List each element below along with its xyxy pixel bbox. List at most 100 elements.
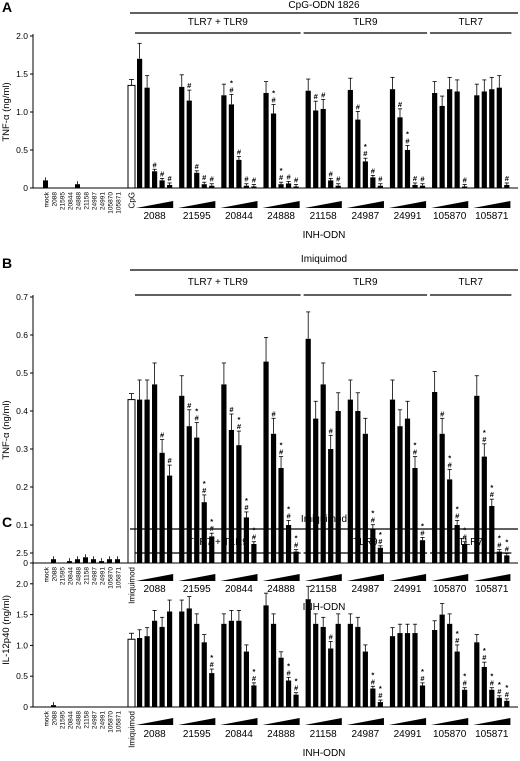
significance-hash: # [378, 691, 383, 700]
group-label: 105871 [475, 211, 509, 222]
baseline-label: 24888 [76, 711, 83, 729]
dose-bar [412, 468, 418, 563]
baseline-label: 21595 [60, 711, 67, 729]
dose-bar [347, 623, 353, 707]
dose-wedge [262, 718, 300, 725]
baseline-bar [43, 563, 48, 564]
significance-star: * [287, 661, 290, 670]
significance-star: * [252, 526, 255, 535]
dose-bar [355, 626, 361, 707]
dose-bar [228, 620, 234, 707]
dose-bar [439, 433, 445, 563]
dose-bar [474, 395, 480, 563]
significance-hash: # [286, 511, 291, 520]
significance-hash: # [252, 533, 257, 542]
dose-bar [335, 411, 341, 563]
dose-bar [362, 651, 368, 707]
significance-hash: # [482, 653, 487, 662]
dose-bar [454, 651, 460, 707]
group-label: 24987 [351, 584, 379, 595]
dose-bar [243, 517, 249, 563]
dose-bar [209, 673, 215, 707]
significance-star: * [421, 521, 424, 530]
significance-hash: # [279, 173, 284, 182]
significance-hash: # [210, 660, 215, 669]
dose-bar [320, 626, 326, 707]
dose-bar [447, 623, 453, 707]
dose-bar [362, 161, 368, 188]
significance-star: * [498, 534, 501, 543]
y-tick-label: 0.3 [16, 444, 28, 454]
significance-hash: # [505, 174, 510, 183]
y-tick-label: 1.5 [16, 610, 28, 620]
baseline-label: 2088 [52, 567, 59, 582]
significance-hash: # [252, 674, 257, 683]
dose-bar [489, 89, 495, 188]
stimulus-title: Imiquimod [301, 514, 347, 525]
stimulus-title: Imiquimod [301, 254, 347, 265]
group-label: 105871 [475, 729, 509, 740]
dose-bar [454, 91, 460, 188]
y-axis-label: TNF-α (ng/ml) [1, 82, 12, 141]
control-bar [127, 399, 136, 564]
dose-wedge [262, 574, 300, 581]
dose-bar [397, 633, 403, 707]
significance-hash: # [490, 490, 495, 499]
dose-bar [496, 697, 502, 707]
y-tick-label: 0.4 [16, 406, 28, 416]
dose-bar [251, 186, 257, 188]
baseline-bar [75, 184, 80, 188]
baseline-label: 105871 [116, 711, 123, 733]
significance-hash: # [463, 175, 468, 184]
significance-hash: # [210, 175, 215, 184]
baseline-bar [67, 188, 72, 189]
dose-bar [263, 93, 269, 188]
group-label: 24888 [267, 729, 295, 740]
significance-hash: # [271, 409, 276, 418]
significance-hash: # [229, 85, 234, 94]
dose-bar [481, 91, 487, 188]
y-tick-label: 0.5 [16, 671, 28, 681]
dose-bar [432, 392, 438, 563]
significance-star: * [498, 680, 501, 689]
significance-hash: # [405, 136, 410, 145]
receptor-label: TLR9 [353, 537, 378, 548]
control-bar [127, 84, 136, 189]
dose-bar [328, 449, 334, 563]
dose-bar [462, 186, 468, 188]
dose-bar [404, 633, 411, 707]
dose-wedge [473, 201, 511, 208]
significance-hash: # [455, 636, 460, 645]
dose-bar [474, 642, 480, 707]
significance-hash: # [378, 175, 383, 184]
y-tick-label: 0 [23, 558, 28, 568]
significance-hash: # [187, 81, 192, 90]
dose-bar [159, 180, 165, 188]
baseline-bar [59, 707, 64, 708]
baseline-label: 105870 [108, 567, 115, 589]
significance-hash: # [371, 166, 376, 175]
dose-bar [159, 452, 165, 563]
baseline-bar [99, 188, 104, 189]
baseline-label: 24991 [100, 567, 107, 585]
dose-wedge [220, 718, 258, 725]
group-label: 24987 [351, 211, 379, 222]
baseline-label: 21158 [84, 567, 91, 585]
baseline-label: 24888 [76, 192, 83, 210]
dose-bar [496, 551, 502, 563]
dose-bar [167, 475, 173, 563]
dose-bar [432, 630, 438, 707]
dose-bar [263, 361, 269, 563]
y-tick-label: 0.5 [16, 145, 28, 155]
dose-bar [389, 636, 396, 707]
baseline-label: 21595 [60, 567, 67, 585]
significance-hash: # [440, 409, 445, 418]
significance-star: * [252, 667, 255, 676]
dose-bar [159, 626, 165, 707]
dose-bar [152, 620, 158, 707]
dose-wedge [388, 574, 427, 581]
dose-wedge [262, 201, 300, 208]
group-label: 24888 [267, 211, 295, 222]
group-label: 24991 [394, 584, 422, 595]
y-tick-label: 2.5 [16, 548, 28, 558]
